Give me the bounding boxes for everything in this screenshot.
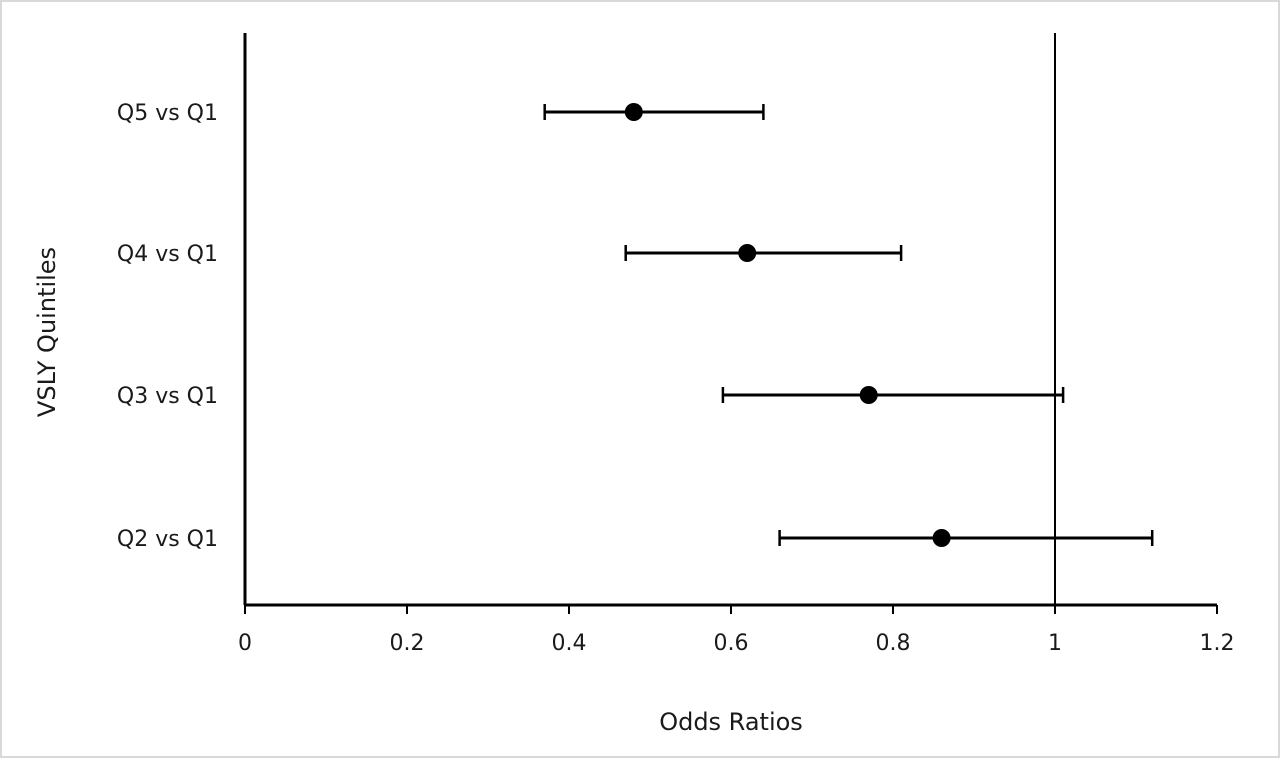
point-estimate <box>859 386 878 404</box>
point-estimate <box>624 103 643 121</box>
data-marks <box>543 103 1154 547</box>
x-tick-label: 0.8 <box>876 631 911 656</box>
x-ticks: 0 0.2 0.4 0.6 0.8 1 1.2 <box>238 605 1235 656</box>
x-tick-label: 1.2 <box>1200 631 1235 656</box>
x-tick-label: 0 <box>238 631 252 656</box>
x-tick-label: 1 <box>1048 631 1062 656</box>
point-estimate <box>738 244 757 262</box>
category-label: Q4 vs Q1 <box>117 242 218 267</box>
x-tick-label: 0.6 <box>714 631 749 656</box>
category-labels: Q5 vs Q1 Q4 vs Q1 Q3 vs Q1 Q2 vs Q1 <box>117 101 218 552</box>
x-axis-title: Odds Ratios <box>659 708 803 736</box>
category-label: Q3 vs Q1 <box>117 384 218 409</box>
axes <box>243 33 1217 607</box>
x-tick-label: 0.4 <box>552 631 587 656</box>
point-estimate <box>932 529 951 547</box>
x-tick-label: 0.2 <box>390 631 425 656</box>
category-label: Q5 vs Q1 <box>117 101 218 126</box>
category-label: Q2 vs Q1 <box>117 527 218 552</box>
y-axis-title: VSLY Quintiles <box>33 247 61 417</box>
